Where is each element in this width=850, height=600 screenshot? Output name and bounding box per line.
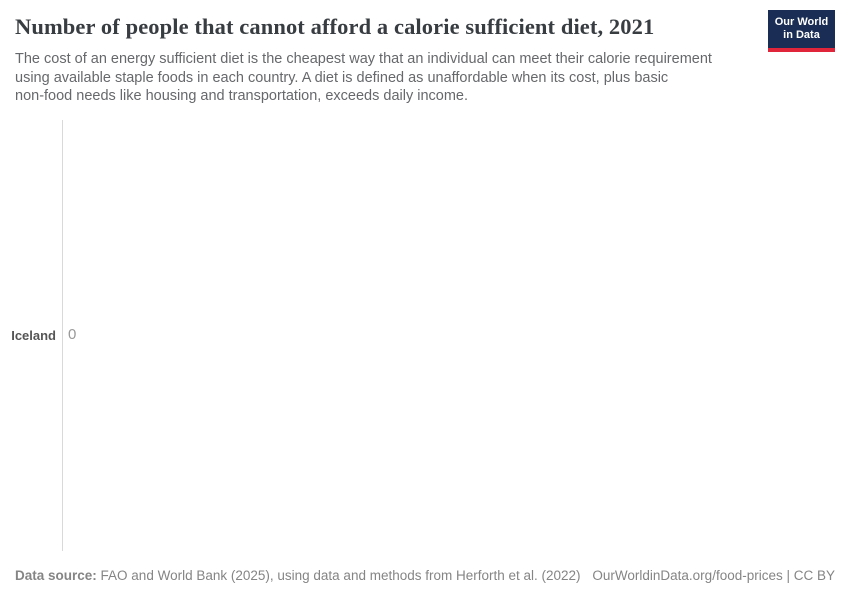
bar-row: Iceland 0	[0, 326, 850, 346]
owid-logo-line2: in Data	[783, 29, 820, 41]
data-source-note: Data source: FAO and World Bank (2025), …	[15, 568, 581, 583]
chart-subtitle-line1: The cost of an energy sufficient diet is…	[15, 51, 712, 67]
y-axis-line	[62, 120, 63, 551]
data-source-label: Data source:	[15, 568, 97, 583]
owid-logo-line1: Our World	[774, 15, 829, 28]
data-source-text: FAO and World Bank (2025), using data an…	[100, 568, 581, 583]
owid-logo: Our World in Data	[768, 10, 835, 52]
chart-title: Number of people that cannot afford a ca…	[15, 14, 655, 39]
chart-subtitle-line3: non-food needs like housing and transpor…	[15, 88, 469, 104]
chart-subtitle: The cost of an energy sufficient diet is…	[15, 50, 712, 106]
chart-subtitle-line2: using available staple foods in each cou…	[15, 69, 669, 86]
bar-value-label: 0	[68, 326, 77, 343]
owid-credit-link[interactable]: OurWorldinData.org/food-prices | CC BY	[592, 568, 835, 583]
chart-footer: Data source: FAO and World Bank (2025), …	[15, 568, 835, 583]
entity-label-iceland: Iceland	[11, 328, 56, 343]
